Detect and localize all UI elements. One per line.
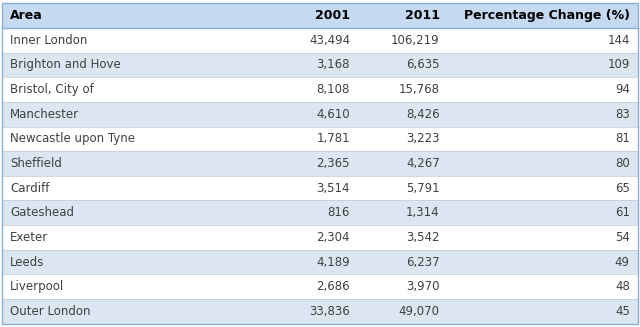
Text: 45: 45 xyxy=(615,305,630,318)
Text: 83: 83 xyxy=(615,108,630,121)
Text: 94: 94 xyxy=(615,83,630,96)
Text: Newcastle upon Tyne: Newcastle upon Tyne xyxy=(10,132,135,145)
Text: 49: 49 xyxy=(615,256,630,268)
Text: Outer London: Outer London xyxy=(10,305,91,318)
Text: 2001: 2001 xyxy=(315,9,350,22)
Text: 6,237: 6,237 xyxy=(406,256,440,268)
FancyBboxPatch shape xyxy=(2,176,638,200)
FancyBboxPatch shape xyxy=(2,53,638,77)
Text: 5,791: 5,791 xyxy=(406,182,440,195)
Text: 3,970: 3,970 xyxy=(406,280,440,293)
FancyBboxPatch shape xyxy=(2,250,638,274)
Text: 816: 816 xyxy=(328,206,350,219)
Text: 1,314: 1,314 xyxy=(406,206,440,219)
Text: Liverpool: Liverpool xyxy=(10,280,65,293)
Text: 49,070: 49,070 xyxy=(399,305,440,318)
FancyBboxPatch shape xyxy=(2,28,638,53)
Text: 2,686: 2,686 xyxy=(316,280,350,293)
Text: 43,494: 43,494 xyxy=(309,34,350,47)
Text: Percentage Change (%): Percentage Change (%) xyxy=(464,9,630,22)
Text: 8,108: 8,108 xyxy=(317,83,350,96)
Text: Exeter: Exeter xyxy=(10,231,49,244)
Text: 3,514: 3,514 xyxy=(317,182,350,195)
FancyBboxPatch shape xyxy=(2,127,638,151)
FancyBboxPatch shape xyxy=(2,102,638,127)
Text: 61: 61 xyxy=(615,206,630,219)
Text: Gateshead: Gateshead xyxy=(10,206,74,219)
Text: 2011: 2011 xyxy=(404,9,440,22)
Text: 48: 48 xyxy=(615,280,630,293)
Text: 4,267: 4,267 xyxy=(406,157,440,170)
FancyBboxPatch shape xyxy=(2,274,638,299)
Text: 144: 144 xyxy=(607,34,630,47)
FancyBboxPatch shape xyxy=(2,151,638,176)
Text: 3,542: 3,542 xyxy=(406,231,440,244)
Text: 109: 109 xyxy=(607,59,630,71)
FancyBboxPatch shape xyxy=(2,200,638,225)
Text: 65: 65 xyxy=(615,182,630,195)
Text: Bristol, City of: Bristol, City of xyxy=(10,83,94,96)
FancyBboxPatch shape xyxy=(2,77,638,102)
Text: Inner London: Inner London xyxy=(10,34,88,47)
Text: 2,365: 2,365 xyxy=(317,157,350,170)
Text: Sheffield: Sheffield xyxy=(10,157,62,170)
Text: Cardiff: Cardiff xyxy=(10,182,50,195)
Text: 8,426: 8,426 xyxy=(406,108,440,121)
Text: Brighton and Hove: Brighton and Hove xyxy=(10,59,121,71)
Text: 6,635: 6,635 xyxy=(406,59,440,71)
FancyBboxPatch shape xyxy=(2,225,638,250)
Text: 3,223: 3,223 xyxy=(406,132,440,145)
FancyBboxPatch shape xyxy=(2,3,638,28)
Text: Area: Area xyxy=(10,9,43,22)
Text: 3,168: 3,168 xyxy=(317,59,350,71)
Text: 54: 54 xyxy=(615,231,630,244)
Text: Manchester: Manchester xyxy=(10,108,79,121)
Text: 2,304: 2,304 xyxy=(317,231,350,244)
Text: 33,836: 33,836 xyxy=(309,305,350,318)
Text: 15,768: 15,768 xyxy=(399,83,440,96)
Text: 1,781: 1,781 xyxy=(316,132,350,145)
Text: 106,219: 106,219 xyxy=(391,34,440,47)
Text: 81: 81 xyxy=(615,132,630,145)
Text: 4,610: 4,610 xyxy=(316,108,350,121)
Text: 4,189: 4,189 xyxy=(316,256,350,268)
Text: Leeds: Leeds xyxy=(10,256,45,268)
Text: 80: 80 xyxy=(615,157,630,170)
FancyBboxPatch shape xyxy=(2,299,638,324)
